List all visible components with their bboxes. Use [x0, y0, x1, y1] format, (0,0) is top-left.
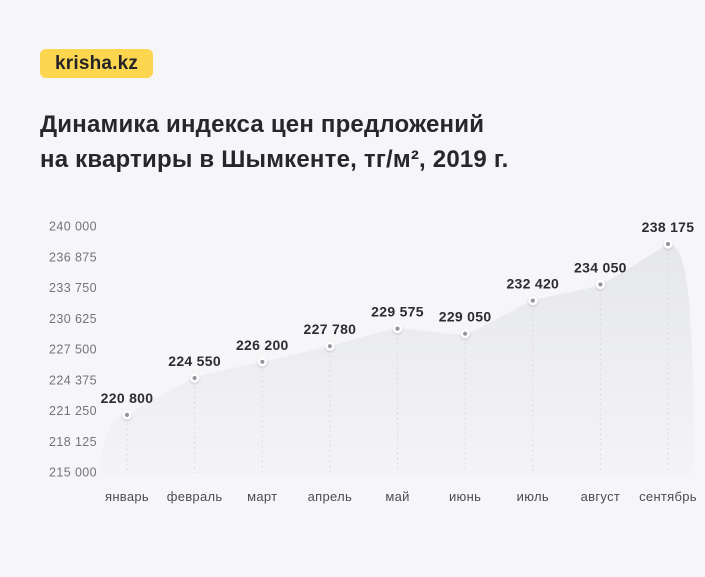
- x-axis-month-label: март: [247, 489, 277, 504]
- x-axis-month-label: август: [581, 489, 621, 504]
- price-index-area-chart: 240 000 236 875 233 750 230 625 227 500 224 3…: [49, 219, 697, 504]
- y-axis-tick-label: 215 000: [49, 466, 97, 480]
- data-point-dot-август: [598, 282, 603, 287]
- y-axis-tick-label: 224 375: [49, 373, 97, 387]
- y-axis-tick-label: 240 000: [49, 220, 97, 234]
- data-point-value-label: 220 800: [101, 390, 154, 406]
- data-point-value-label: 232 420: [506, 276, 559, 292]
- data-point-dot-январь: [124, 412, 130, 417]
- data-point-dot-сентябрь: [665, 241, 671, 247]
- x-axis-month-label: апрель: [308, 489, 352, 504]
- x-axis-month-label: январь: [105, 489, 149, 504]
- x-axis-month-label: июнь: [449, 489, 481, 504]
- data-point-dot-апрель: [327, 344, 332, 349]
- data-point-dot-июнь: [463, 331, 468, 336]
- x-axis-month-label: май: [385, 489, 409, 504]
- y-axis-tick-label: 236 875: [49, 250, 97, 264]
- page-title: Динамика индекса цен предложений на квар…: [40, 107, 509, 177]
- x-axis-month-label: февраль: [167, 489, 223, 504]
- y-axis-tick-label: 218 125: [49, 435, 97, 449]
- page-title-line2: на квартиры в Шымкенте, тг/м², 2019 г.: [40, 146, 509, 173]
- data-point-value-label: 238 175: [642, 219, 695, 235]
- data-point-value-label: 234 050: [574, 260, 627, 276]
- x-axis-month-label: июль: [517, 489, 549, 504]
- y-axis-tick-label: 230 625: [49, 312, 97, 326]
- y-axis-tick-label: 227 500: [49, 343, 97, 357]
- data-point-value-label: 229 575: [371, 304, 424, 320]
- data-point-dot-июль: [530, 298, 535, 303]
- data-point-value-label: 224 550: [168, 353, 221, 369]
- y-axis-tick-label: 221 250: [49, 404, 97, 418]
- data-point-value-label: 227 780: [304, 321, 357, 337]
- data-point-dot-май: [395, 326, 400, 331]
- page-title-line1: Динамика индекса цен предложений: [40, 111, 485, 138]
- data-point-value-label: 226 200: [236, 337, 289, 353]
- krisha-logo: krisha.kz: [40, 49, 154, 78]
- data-point-dot-март: [260, 359, 265, 364]
- data-point-value-label: 229 050: [439, 309, 492, 325]
- y-axis-tick-label: 233 750: [49, 281, 97, 295]
- x-axis-month-label: сентябрь: [639, 489, 697, 504]
- data-point-dot-февраль: [192, 375, 197, 381]
